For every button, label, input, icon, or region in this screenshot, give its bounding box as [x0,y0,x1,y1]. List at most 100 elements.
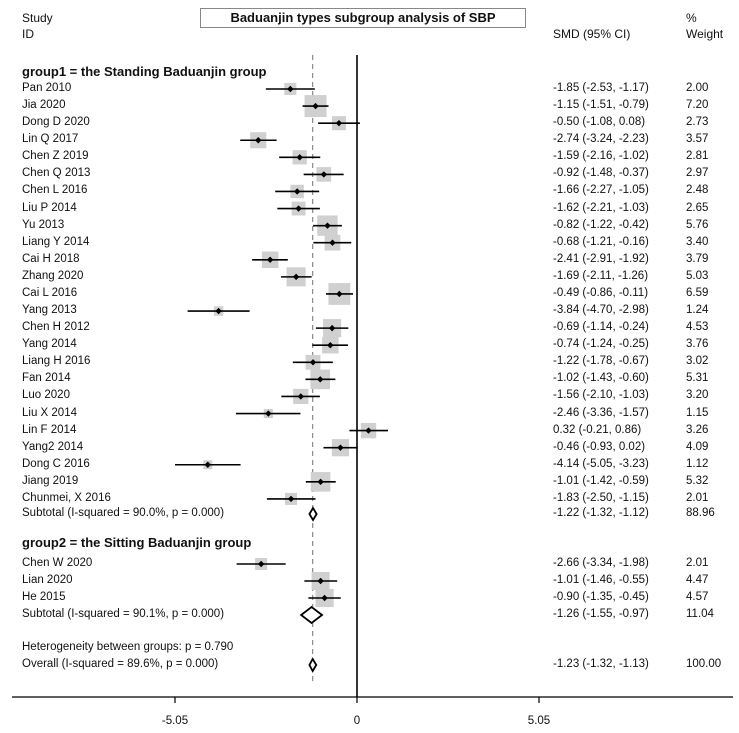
overall-weight: 100.00 [686,658,722,670]
study-weight: 1.24 [686,304,709,317]
overall-label: Overall (I-squared = 89.6%, p = 0.000) [22,658,219,670]
study-ci-text: -1.01 (-1.42, -0.59) [553,474,649,487]
study-weight: 5.03 [686,269,709,282]
study-ci-text: -1.01 (-1.46, -0.55) [553,574,649,586]
point-estimate [309,359,317,366]
study-weight: 4.09 [686,440,709,453]
point-estimate [255,137,262,144]
study-weight: 3.79 [686,252,709,265]
study-weight: 4.47 [686,574,709,586]
study-ci-text: -0.46 (-0.93, 0.02) [553,440,646,453]
study-weight: 3.26 [686,423,709,436]
header-pct: % [686,11,697,25]
study-ci-text: -2.46 (-3.36, -1.57) [553,406,649,419]
study-weight: 3.02 [686,355,709,368]
study-label: Chen H 2012 [22,321,90,334]
study-label: Fan 2014 [22,372,71,385]
point-estimate [293,188,301,195]
point-estimate [335,119,343,127]
point-estimate [266,256,274,263]
study-label: Luo 2020 [22,389,70,402]
study-ci-text: -1.15 (-1.51, -0.79) [553,99,649,112]
header-study: Study [22,11,53,25]
heterogeneity-label: Heterogeneity between groups: p = 0.790 [22,641,234,653]
study-weight: 3.40 [686,235,709,248]
subtotal-diamond [308,506,318,522]
study-label: Chunmei, X 2016 [22,491,111,504]
study-label: Yang 2013 [22,304,77,317]
point-estimate [317,478,324,486]
study-ci-text: -0.74 (-1.24, -0.25) [553,338,649,351]
point-estimate [204,461,211,468]
study-weight: 4.53 [686,321,709,334]
study-ci-text: -4.14 (-5.05, -3.23) [553,457,649,470]
study-label: Chen Z 2019 [22,150,89,163]
subtotal-weight: 11.04 [686,608,714,620]
study-label: Jia 2020 [22,99,66,112]
study-weight: 3.76 [686,338,709,351]
overall-ci-text: -1.23 (-1.32, -1.13) [553,658,649,670]
point-estimate [265,410,272,417]
study-label: Liang Y 2014 [22,235,90,248]
study-ci-text: -1.59 (-2.16, -1.02) [553,150,649,163]
point-estimate [257,560,265,568]
study-label: Lin F 2014 [22,423,77,436]
study-label: Dong D 2020 [22,116,90,129]
study-label: Yang 2014 [22,338,77,351]
x-axis-tick-label: 5.05 [527,715,551,727]
study-label: Chen W 2020 [22,557,93,569]
x-axis-tick-label: 0 [353,715,361,727]
study-label: Chen Q 2013 [22,167,91,180]
group-label: group2 = the Sitting Baduanjin group [22,535,252,550]
study-label: Cai H 2018 [22,252,80,265]
point-estimate [321,594,328,602]
point-estimate [312,102,319,110]
study-ci-text: -1.85 (-2.53, -1.17) [553,82,649,94]
header-weight: Weight [686,27,724,41]
study-weight: 2.81 [686,150,709,163]
study-weight: 2.01 [686,557,709,569]
study-ci-text: -0.90 (-1.35, -0.45) [553,591,649,603]
header-effect: SMD (95% CI) [553,27,631,41]
study-ci-text: -1.83 (-2.50, -1.15) [553,491,649,504]
study-label: Liu P 2014 [22,201,77,214]
study-label: Liang H 2016 [22,355,91,368]
study-ci-text: -0.69 (-1.14, -0.24) [553,321,649,334]
study-weight: 3.57 [686,133,709,146]
study-weight: 6.59 [686,286,709,299]
study-ci-text: -2.41 (-2.91, -1.92) [553,252,649,265]
study-ci-text: -1.69 (-2.11, -1.26) [553,269,649,282]
study-weight: 3.20 [686,389,709,402]
study-weight: 5.32 [686,474,709,487]
overall-diamond [308,657,318,673]
point-estimate [327,342,334,349]
group-label: group1 = the Standing Baduanjin group [22,64,267,79]
study-label: Liu X 2014 [22,406,77,419]
study-weight: 2.97 [686,167,709,180]
study-ci-text: -0.82 (-1.22, -0.42) [553,218,649,231]
header-id: ID [22,27,34,41]
study-weight: 1.12 [686,457,709,470]
study-ci-text: -2.74 (-3.24, -2.23) [553,133,649,146]
subtotal-ci-text: -1.26 (-1.55, -0.97) [553,608,649,620]
subtotal-weight: 88.96 [686,507,715,519]
study-ci-text: -1.62 (-2.21, -1.03) [553,201,649,214]
study-weight: 2.73 [686,116,709,129]
study-ci-text: 0.32 (-0.21, 0.86) [553,423,642,436]
point-estimate [296,154,303,161]
subtotal-label: Subtotal (I-squared = 90.1%, p = 0.000) [22,608,225,620]
study-ci-text: -0.68 (-1.21, -0.16) [553,235,649,248]
point-estimate [317,577,324,585]
point-estimate [287,85,294,93]
point-estimate [215,307,222,315]
chart-title: Baduanjin types subgroup analysis of SBP [200,8,526,28]
point-estimate [329,239,336,246]
point-estimate [292,273,300,281]
study-ci-text: -2.66 (-3.34, -1.98) [553,557,649,569]
study-weight: 1.15 [686,406,709,419]
point-estimate [297,393,304,400]
study-ci-text: -1.02 (-1.43, -0.60) [553,372,649,385]
study-label: Dong C 2016 [22,457,90,470]
study-weight: 5.76 [686,218,709,231]
